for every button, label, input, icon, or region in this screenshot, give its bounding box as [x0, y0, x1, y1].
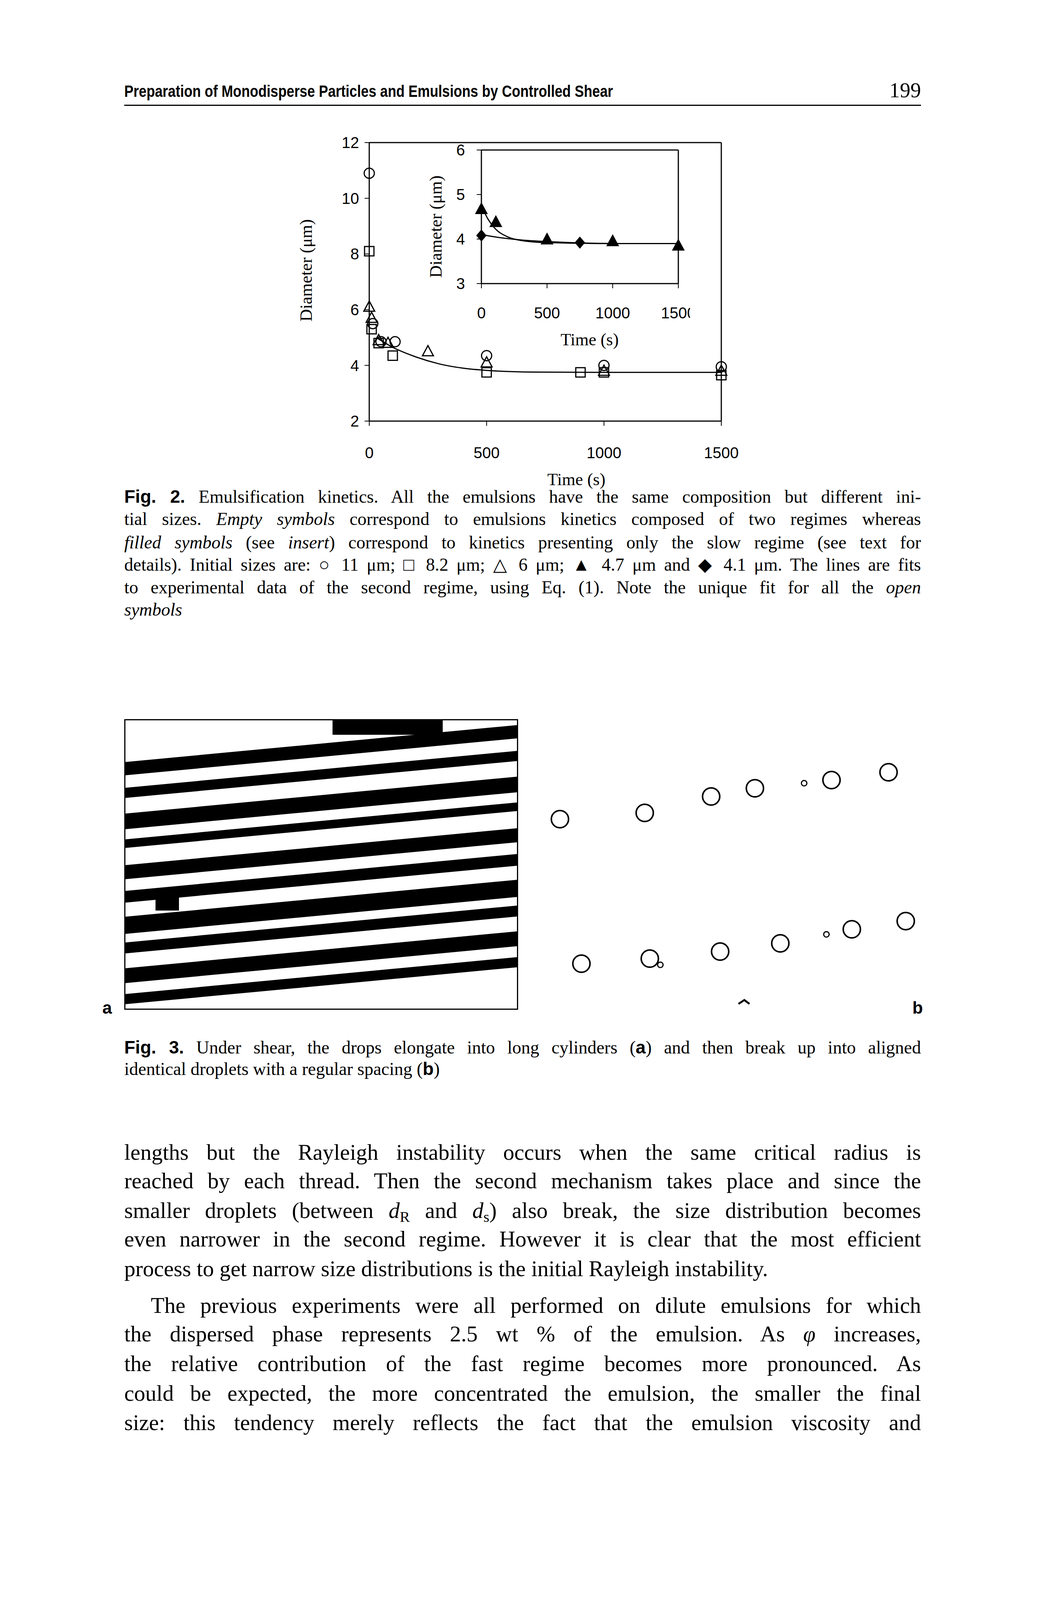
html-text:Time (s): Time (s) — [547, 469, 606, 490]
html-text:could be expected, the more co: could be expected, the more concentrated… — [124, 1381, 921, 1406]
html-text:Fig. 3. Under shear, the drops: Fig. 3. Under shear, the drops elongate … — [124, 1037, 921, 1058]
svg-text:1000: 1000 — [586, 444, 622, 462]
svg-text:1000: 1000 — [595, 304, 631, 322]
html-text:identical droplets with a regu: identical droplets with a regular spacin… — [124, 1059, 440, 1080]
html-text:details). Initial sizes are: ○: details). Initial sizes are: ○ 11 μm; □ … — [124, 555, 921, 575]
svg-text:8: 8 — [350, 245, 360, 263]
svg-text:0: 0 — [364, 444, 374, 462]
svg-text:6: 6 — [456, 142, 465, 159]
svg-text:0: 0 — [477, 304, 486, 322]
svg-text:6: 6 — [350, 301, 360, 319]
svg-text:3: 3 — [456, 275, 465, 293]
html-text:199: 199 — [889, 78, 921, 102]
html-text:smaller droplets (between dRan: smaller droplets (between dRand ds) also… — [124, 1198, 921, 1226]
html-text:to experimental data of the se: to experimental data of the second regim… — [124, 577, 921, 598]
html-text:Fig. 2. Emulsification kinetic: Fig. 2. Emulsification kinetics. All the… — [124, 486, 921, 507]
svg-text:2: 2 — [350, 412, 360, 430]
svg-text:500: 500 — [534, 304, 561, 322]
html-text:The previous experiments were: The previous experiments were all perfor… — [150, 1293, 921, 1318]
svg-text:1500: 1500 — [661, 304, 691, 322]
html-text:symbols: symbols — [124, 599, 183, 620]
svg-text:1500: 1500 — [704, 444, 739, 462]
html-text:even narrower in the second re: even narrower in the second regime. Howe… — [124, 1226, 921, 1252]
html-text:lengths but the Rayleigh insta: lengths but the Rayleigh instability occ… — [124, 1140, 921, 1165]
html-text:Time (s): Time (s) — [560, 329, 619, 350]
svg-text:4: 4 — [350, 357, 360, 375]
svg-text:500: 500 — [473, 444, 500, 462]
html-text:reached by each thread. Then t: reached by each thread. Then the second … — [124, 1168, 921, 1194]
svg-text:12: 12 — [341, 134, 360, 152]
svg-text:10: 10 — [341, 189, 360, 208]
html-text:Diameter (μm): Diameter (μm) — [296, 219, 316, 322]
svg-text:5: 5 — [456, 185, 465, 204]
html-text:process to get narrow size dis: process to get narrow size distributions… — [124, 1256, 769, 1282]
html-text:b: b — [912, 998, 923, 1018]
html-text:filled symbols (see insert) co: filled symbols (see insert) correspond t… — [124, 532, 921, 553]
html-text:size: this tendency merely ref: size: this tendency merely reflects the … — [124, 1410, 921, 1436]
html-text:Preparation of Monodisperse Pa: Preparation of Monodisperse Particles an… — [124, 82, 613, 101]
html-text:the relative contribution of t: the relative contribution of the fast re… — [124, 1351, 921, 1377]
html-text:Diameter (μm): Diameter (μm) — [426, 175, 446, 278]
svg-text:4: 4 — [456, 230, 465, 248]
html-text:a: a — [102, 998, 112, 1018]
html-text:the dispersed phase represents: the dispersed phase represents 2.5 wt % … — [124, 1321, 921, 1347]
html-text:tial sizes. Empty symbols corr: tial sizes. Empty symbols correspond to … — [124, 509, 921, 530]
